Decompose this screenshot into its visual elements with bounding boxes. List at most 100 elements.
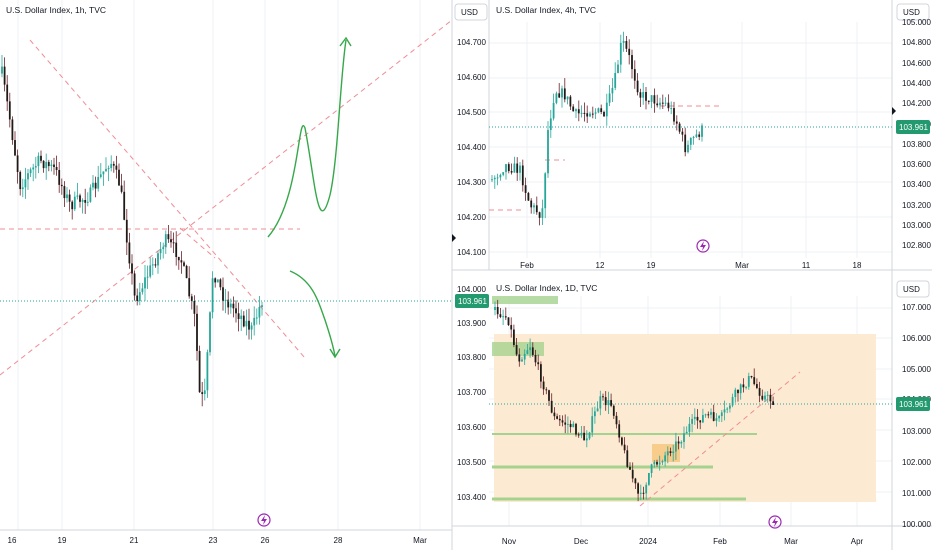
bottom-date-tick: Feb: [713, 537, 727, 546]
candle-body: [600, 108, 603, 112]
price-tags: 103.961 103.961 103.961: [452, 107, 930, 411]
candle-body: [577, 109, 580, 114]
candle-body: [766, 394, 769, 396]
bottom-date-tick: Mar: [784, 537, 798, 546]
candle-body: [261, 305, 263, 308]
candle-body: [645, 92, 647, 101]
last-price-lines: [0, 126, 892, 405]
candle-body: [516, 163, 519, 173]
currency-button-1d[interactable]: [896, 280, 930, 298]
top-right-price-tick: 103.400: [902, 180, 931, 189]
top-right-price-tick: 104.200: [902, 99, 931, 108]
candle-body: [175, 242, 178, 258]
candle-body: [79, 195, 81, 202]
lightning-logo-icon[interactable]: [696, 239, 710, 253]
candle-body: [569, 423, 572, 428]
candle-body: [183, 262, 185, 266]
candle-body: [526, 350, 529, 354]
candle-body: [141, 288, 144, 293]
candle-body: [237, 313, 240, 319]
candle-body: [167, 234, 170, 240]
candle-body: [255, 317, 258, 319]
candle-body: [541, 208, 544, 218]
candle-body: [591, 416, 594, 433]
candle-body: [8, 101, 11, 120]
left-chart-title: U.S. Dollar Index, 1h, TVC: [6, 5, 106, 15]
candle-body: [761, 395, 764, 400]
candle-body: [6, 84, 9, 102]
candle-body: [60, 184, 63, 187]
candle-body: [89, 187, 92, 202]
lightning-logo-icon[interactable]: [768, 515, 782, 529]
left-date-tick: Mar: [413, 536, 427, 545]
candle-body: [718, 416, 720, 419]
candle-body: [715, 418, 718, 421]
support-block: [492, 342, 544, 356]
resistance-block: [492, 296, 558, 304]
candle-body: [669, 451, 672, 454]
candle-body: [538, 212, 541, 218]
bottom-price-tick: 100.000: [902, 520, 931, 529]
candle-body: [583, 432, 585, 441]
candle-body: [642, 492, 645, 494]
candle-body: [185, 265, 188, 279]
candle-body: [608, 93, 611, 103]
candle-body: [710, 412, 712, 415]
candle-body: [203, 390, 206, 395]
candle-body: [586, 113, 589, 117]
candle-body: [642, 92, 645, 98]
candle-body: [561, 420, 564, 423]
candle-body: [123, 191, 126, 220]
candle-body: [193, 301, 196, 314]
candle-body: [726, 408, 729, 410]
candle-body: [604, 397, 607, 406]
candle-body: [537, 362, 540, 365]
candle-body: [131, 263, 133, 274]
bottom-price-tick: 103.000: [902, 427, 931, 436]
candle-body: [530, 200, 533, 208]
candle-body: [37, 155, 40, 167]
candle-body: [575, 423, 577, 435]
candle-body: [563, 88, 566, 100]
bottom-right-chart-title: U.S. Dollar Index, 1D, TVC: [496, 283, 597, 293]
candle-body: [693, 416, 696, 419]
candle-body: [502, 172, 505, 175]
candle-body: [524, 185, 527, 193]
lightning-logo-icon[interactable]: [257, 513, 271, 527]
candle-body: [605, 102, 608, 117]
candle-body: [731, 397, 734, 406]
candle-body: [494, 306, 496, 310]
candle-body: [750, 376, 753, 378]
candle-body: [659, 102, 661, 106]
candle-body: [720, 412, 723, 417]
candle-body: [680, 441, 683, 444]
dashed-trendline: [0, 19, 453, 376]
candle-body: [591, 113, 594, 115]
price-tag-1d-text: 103.961: [899, 400, 928, 409]
candle-body: [66, 194, 68, 199]
candle-body: [553, 412, 556, 417]
currency-button-4h[interactable]: [454, 3, 488, 21]
candle-body: [507, 317, 510, 326]
candle-body: [253, 317, 256, 326]
bottom-price-tick: 101.000: [902, 489, 931, 498]
left-date-tick: 26: [261, 536, 270, 545]
candle-body: [523, 353, 526, 360]
candle-body: [673, 108, 675, 122]
projection-up-arrow: [267, 39, 347, 238]
candle-body: [707, 414, 710, 416]
candle-body: [545, 389, 548, 391]
currency-button-right[interactable]: [896, 3, 930, 21]
price-tag-4h: [896, 120, 930, 134]
candle-body: [561, 88, 563, 98]
candle-body: [629, 466, 631, 470]
candle-body: [510, 325, 513, 330]
candle-body: [739, 384, 742, 394]
candle-body: [555, 93, 558, 103]
candle-body: [136, 295, 139, 302]
candle-body: [214, 278, 217, 283]
candle-body: [648, 472, 650, 485]
candle-body: [128, 242, 131, 264]
candle-body: [628, 48, 631, 56]
candle-body: [222, 287, 224, 301]
